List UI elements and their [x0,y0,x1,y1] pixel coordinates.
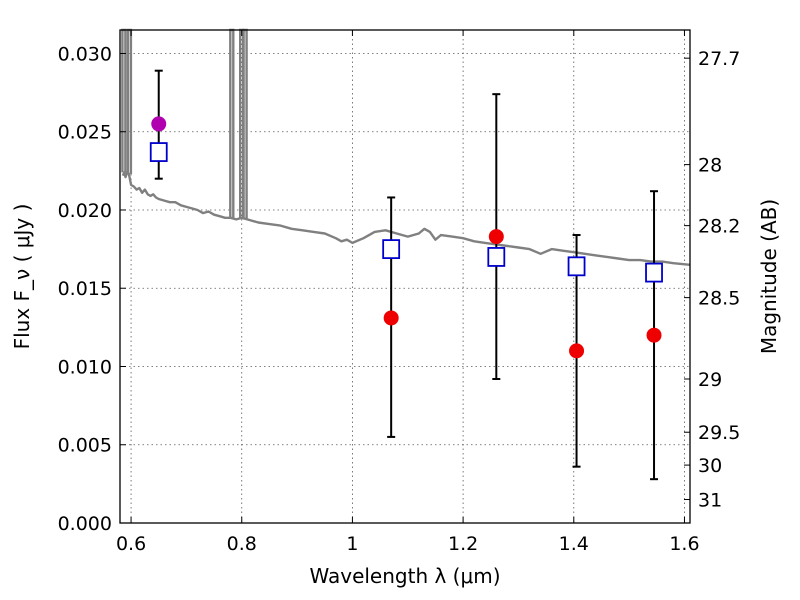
x-axis-label: Wavelength λ (μm) [309,564,500,588]
observed-flux-marker [569,343,585,359]
model-square-marker [149,142,168,162]
emission-line-spike [121,28,127,173]
model-square-marker [567,256,586,277]
x-tick-label: 1 [346,533,358,555]
x-tick-label: 0.6 [116,533,146,555]
right-tick-label: 27.7 [698,48,740,70]
right-axis-label: Magnitude (AB) [757,199,781,354]
y-tick-label: 0.005 [58,435,112,457]
y-tick-label: 0.025 [58,122,112,144]
x-tick-label: 1.6 [669,533,699,555]
axis-ticks [120,30,690,524]
y-tick-label: 0.015 [58,278,112,300]
x-tick-label: 1.2 [448,533,478,555]
x-tick-label: 0.8 [227,533,257,555]
model-square-marker [382,239,401,260]
right-tick-label: 29 [698,369,722,391]
right-tick-label: 28.5 [698,288,740,310]
x-tick-labels: 0.6 0.8 1 1.2 1.4 1.6 [116,533,700,555]
emission-line-spike [242,28,248,220]
y-tick-label: 0.030 [58,43,112,65]
right-tick-labels: 27.7 28 28.2 28.5 29 29.5 30 31 [698,48,740,511]
observed-flux-marker [646,327,662,343]
grid-lines [120,30,690,523]
x-tick-label: 1.4 [559,533,589,555]
y-tick-label: 0.020 [58,200,112,222]
y-tick-label: 0.000 [58,513,112,535]
y-tick-label: 0.010 [58,356,112,378]
observed-flux-marker [151,116,167,132]
model-square-marker [645,262,663,283]
y-tick-labels: 0.000 0.005 0.010 0.015 0.020 0.025 0.030 [58,43,112,535]
model-square-marker [487,247,506,267]
right-tick-label: 30 [698,455,722,477]
y-axis-label: Flux F_ν ( μJy ) [10,204,34,350]
model-spectrum [121,28,691,266]
emission-line-spike [126,28,133,174]
emission-line-spike [229,28,235,218]
right-tick-label: 29.5 [698,422,740,444]
right-tick-label: 31 [698,490,722,512]
data-markers [149,116,663,359]
spectrum-line [121,171,691,266]
observed-flux-marker [488,229,504,245]
plot-frame [119,29,691,524]
right-tick-label: 28 [698,155,722,177]
right-tick-label: 28.2 [698,216,740,238]
observed-flux-marker [383,310,399,326]
